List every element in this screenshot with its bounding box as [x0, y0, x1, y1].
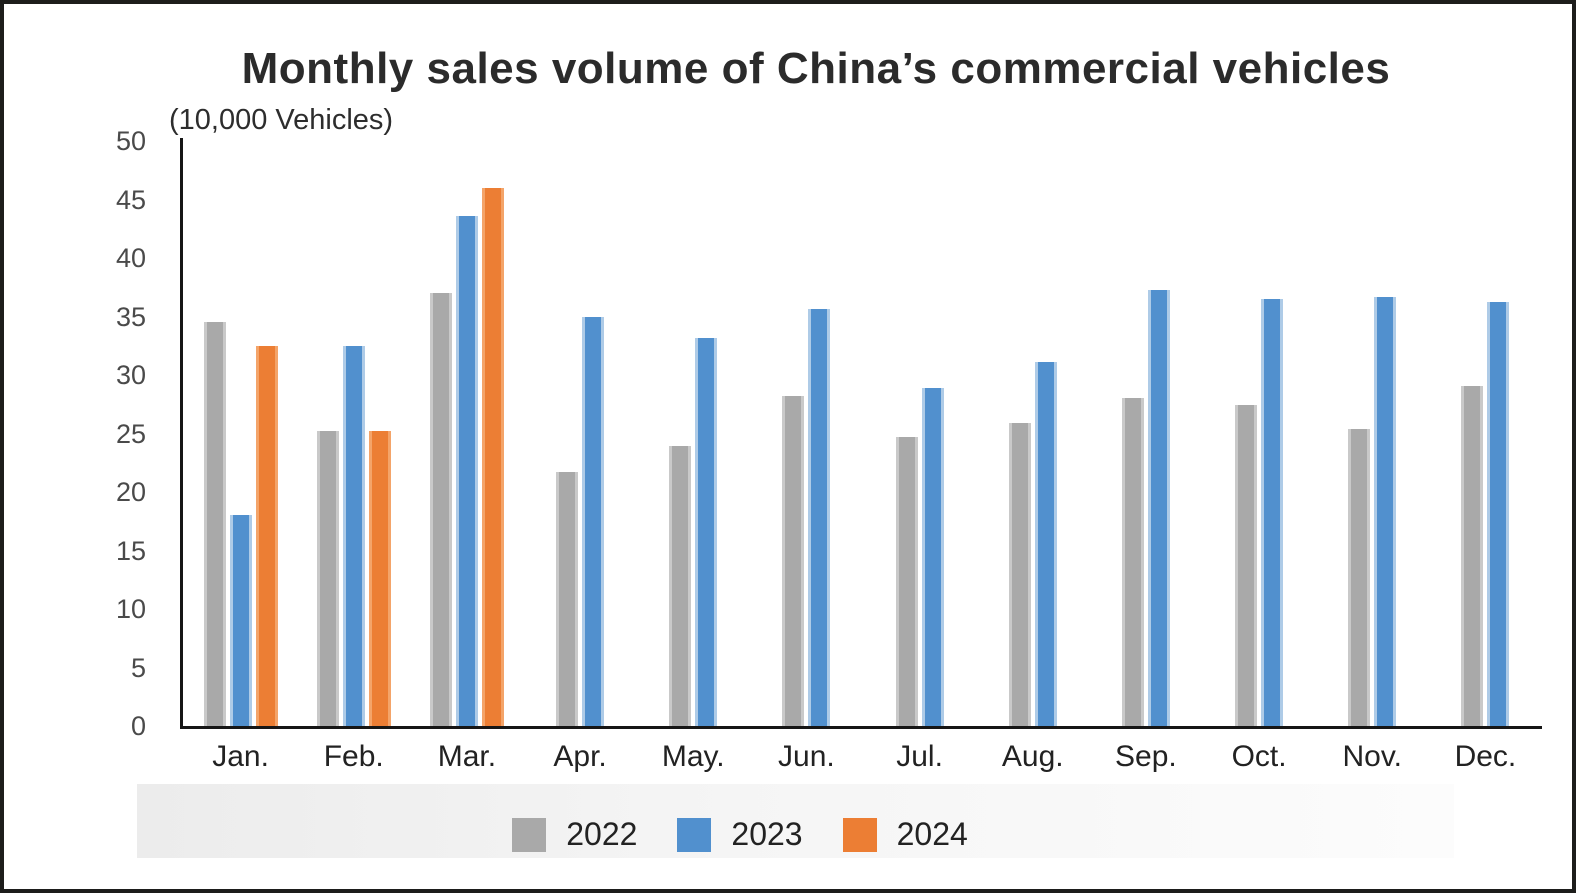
- bar-2022-nov: [1348, 428, 1371, 726]
- month-label-may: May.: [661, 740, 725, 773]
- legend-item-2022: 2022: [512, 816, 637, 853]
- bar-2023-mar: [455, 215, 478, 726]
- legend-item-2024: 2024: [842, 816, 968, 853]
- month-label-dec: Dec.: [1454, 740, 1517, 773]
- bottom-shade-band: [137, 784, 1454, 858]
- bar-group-jul: [863, 141, 976, 726]
- month-label-mar: Mar.: [437, 740, 497, 773]
- bar-2022-apr: [556, 472, 579, 726]
- bar-2022-oct: [1235, 405, 1258, 726]
- bar-2024-feb: [368, 431, 391, 726]
- bar-2022-jun: [782, 396, 805, 726]
- legend-swatch-2024: [842, 817, 877, 852]
- month-label-jan: Jan.: [212, 740, 269, 773]
- legend-swatch-2023: [677, 817, 712, 852]
- bar-2022-dec: [1461, 385, 1484, 726]
- bar-2022-may: [669, 446, 692, 726]
- y-tick-label: 45: [115, 184, 146, 215]
- chart-title: Monthly sales volume of China’s commerci…: [241, 44, 1391, 93]
- bar-group-nov: [1316, 141, 1429, 726]
- legend-label-2024: 2024: [896, 816, 968, 852]
- bar-2023-nov: [1374, 296, 1397, 726]
- bar-2023-sep: [1147, 289, 1170, 726]
- legend-label-2022: 2022: [566, 816, 638, 852]
- y-tick-label: 10: [115, 594, 146, 624]
- bar-2022-feb: [316, 431, 339, 726]
- bar-2022-jul: [895, 437, 918, 726]
- month-label-sep: Sep.: [1115, 740, 1177, 773]
- bar-group-oct: [1203, 141, 1316, 726]
- bar-2023-apr: [582, 316, 605, 726]
- legend-swatch-2022: [512, 817, 547, 852]
- bar-2022-mar: [429, 293, 452, 726]
- month-label-aug: Aug.: [1001, 740, 1064, 773]
- bar-2023-jun: [808, 309, 831, 726]
- bar-2023-may: [695, 337, 718, 726]
- bar-group-jan: [184, 141, 297, 726]
- y-tick-label: 15: [115, 535, 146, 566]
- bar-group-aug: [976, 141, 1089, 726]
- bar-2024-mar: [481, 187, 504, 726]
- y-tick-label: 50: [115, 126, 146, 156]
- bar-group-jun: [750, 141, 863, 726]
- bar-2023-oct: [1261, 298, 1284, 726]
- legend-label-2023: 2023: [731, 816, 803, 852]
- bar-group-apr: [524, 141, 637, 726]
- bar-2022-jan: [203, 322, 226, 726]
- month-label-oct: Oct.: [1231, 740, 1287, 773]
- bar-2023-aug: [1034, 362, 1057, 726]
- bar-2023-feb: [342, 345, 365, 726]
- y-tick-label: 35: [115, 301, 146, 332]
- bar-group-mar: [410, 141, 523, 726]
- y-tick-label: 20: [115, 477, 146, 507]
- legend-item-2023: 2023: [677, 816, 803, 853]
- bar-2024-jan: [255, 345, 278, 726]
- y-axis-line: [180, 138, 183, 729]
- month-label-nov: Nov.: [1342, 740, 1402, 773]
- y-axis-unit-label: (10,000 Vehicles): [169, 104, 394, 136]
- y-tick-label: 0: [130, 711, 146, 741]
- bar-2022-aug: [1008, 422, 1031, 726]
- bar-2022-sep: [1121, 398, 1144, 726]
- bar-2023-dec: [1487, 302, 1510, 726]
- legend: 2022 2023 2024: [4, 816, 1524, 853]
- y-tick-label: 30: [115, 360, 146, 390]
- bar-group-may: [637, 141, 750, 726]
- bar-group-dec: [1429, 141, 1542, 726]
- bar-2023-jan: [229, 515, 252, 726]
- bar-group-sep: [1089, 141, 1202, 726]
- y-tick-label: 25: [115, 418, 146, 449]
- month-label-jul: Jul.: [896, 740, 943, 773]
- month-label-feb: Feb.: [323, 740, 384, 773]
- bar-2023-jul: [921, 387, 944, 726]
- y-tick-label: 40: [115, 243, 146, 273]
- bar-group-feb: [297, 141, 410, 726]
- y-tick-label: 5: [130, 652, 146, 683]
- month-label-jun: Jun.: [778, 740, 835, 773]
- x-axis-line: [180, 726, 1542, 729]
- month-label-apr: Apr.: [553, 740, 607, 773]
